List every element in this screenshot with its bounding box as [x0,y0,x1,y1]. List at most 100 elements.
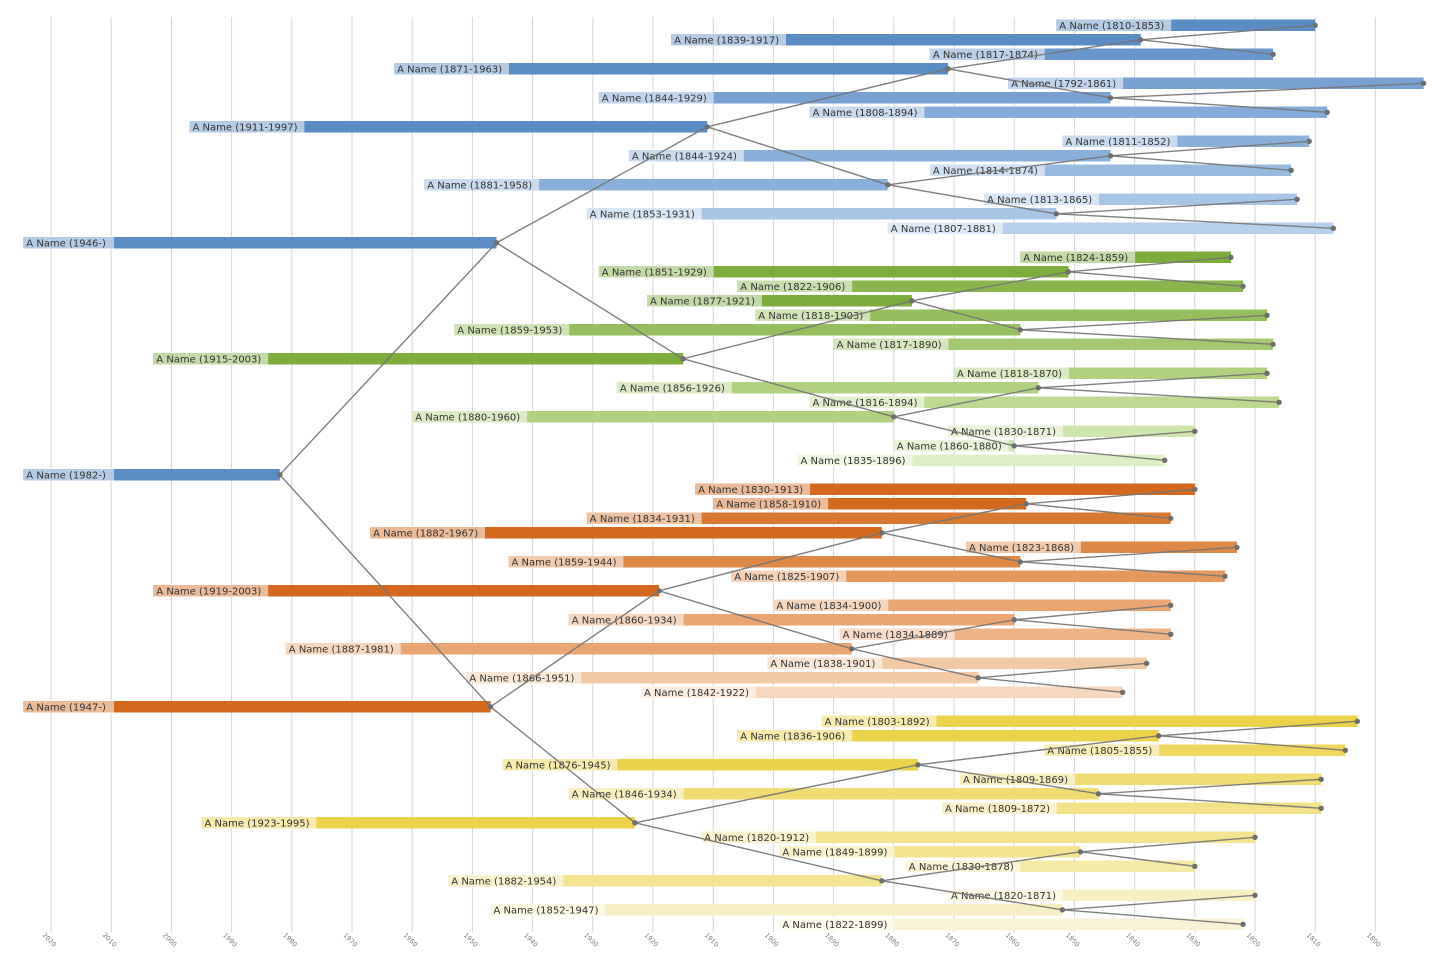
person-label-bg [508,555,624,569]
birth-dot [704,124,710,130]
ancestry-link [1098,793,1322,809]
ancestry-link [1014,430,1195,447]
ancestry-link [1026,488,1195,505]
ancestry-link [1158,720,1358,737]
person-bar [809,396,1280,408]
person-label: A Name (1860-1880) [897,441,1002,452]
dots-layer [277,22,1427,927]
person-label: A Name (1919-2003) [156,586,261,597]
person-label-bg [695,482,810,496]
person-label: A Name (1877-1921) [650,296,755,307]
ancestry-link [1062,909,1244,925]
birth-dot [1192,428,1198,434]
person-bar [731,570,1225,582]
person-label: A Name (1880-1960) [415,412,520,423]
ancestry-link [634,764,919,824]
person-label-bg [370,526,485,540]
birth-dot [1168,515,1174,521]
axis-tick-label: 1830 [1184,931,1201,948]
birth-dot [1035,385,1042,391]
birth-dot [1017,559,1023,565]
ancestry-link [1020,329,1274,345]
person-bar [984,193,1298,205]
birth-dot [1312,22,1318,28]
person-bar [641,686,1123,698]
person-label-bg [424,178,540,192]
axis-tick-label: 1850 [1064,931,1081,948]
axis-tick-label: 1810 [1305,931,1322,948]
birth-dot [879,878,885,884]
person-label-bg [779,845,895,859]
person-bar [394,63,948,75]
person-label-bg [490,903,606,917]
person-label: A Name (1820-1871) [951,891,1056,902]
axis-tick-label: 1920 [643,931,660,948]
ancestry-link [1110,97,1328,113]
person-label: A Name (1830-1871) [951,427,1056,438]
person-label-bg [887,221,1003,235]
axis-tick-label: 1880 [883,931,900,948]
ancestry-link [947,39,1141,70]
person-bar [412,411,894,423]
person-label-bg [285,642,401,656]
ancestry-link [634,822,882,882]
person-label: A Name (1882-1954) [451,876,556,887]
person-label: A Name (1803-1892) [825,717,930,728]
axis-tick-label: 1800 [1365,931,1382,948]
person-bar [466,672,979,684]
birth-dot [1288,167,1294,173]
ancestry-link [881,532,1021,563]
ancestry-link [496,126,708,244]
person-bar [737,730,1159,742]
person-bar [929,48,1273,60]
person-label: A Name (1818-1903) [758,311,863,322]
person-label: A Name (1882-1967) [373,528,478,539]
ancestry-link [887,184,1057,215]
birth-dot [1192,486,1198,492]
ancestry-link [682,300,913,360]
person-label-bg [502,758,618,772]
person-label: A Name (1856-1926) [620,383,725,394]
axis-tick-label: 2000 [161,931,178,948]
birth-dot [1137,37,1144,43]
ancestry-link [1020,314,1268,331]
person-label-bg [568,787,684,801]
person-label-bg [833,337,949,351]
person-label: A Name (1923-1995) [205,818,310,829]
ancestry-link [947,68,1111,99]
birth-dot [945,66,951,72]
person-label: A Name (1849-1899) [782,847,887,858]
birth-dot [1168,631,1174,637]
ancestry-link [1110,82,1424,99]
birth-dot [1252,892,1258,898]
person-bar [490,904,1063,916]
birth-dot [909,298,915,304]
person-bar [153,585,660,597]
ancestry-link [1068,256,1231,273]
person-bar [821,715,1358,727]
person-label: A Name (1823-1868) [969,543,1074,554]
person-label-bg [671,33,786,47]
ancestry-link [1056,213,1334,229]
birth-dot [1168,602,1174,608]
birth-dot [1318,805,1324,811]
ancestry-link [1068,271,1244,287]
axis-tick-label: 1870 [944,931,961,948]
person-label-bg [412,410,528,424]
person-bar [779,918,1243,930]
birth-dot [1107,153,1114,159]
person-label: A Name (1859-1944) [512,557,617,568]
birth-dot [1240,921,1246,927]
axis-tick-label: 1910 [703,931,720,948]
person-label-bg [598,91,714,105]
person-label-bg [628,149,744,163]
ancestry-link [1140,39,1274,55]
person-label-bg [466,671,582,685]
birth-dot [1234,544,1240,550]
ancestry-link [911,300,1021,331]
person-label-bg [839,627,955,641]
person-label-bg [954,366,1069,380]
bars-layer [23,19,1424,930]
person-bar [905,860,1195,872]
person-label: A Name (1876-1945) [506,760,611,771]
